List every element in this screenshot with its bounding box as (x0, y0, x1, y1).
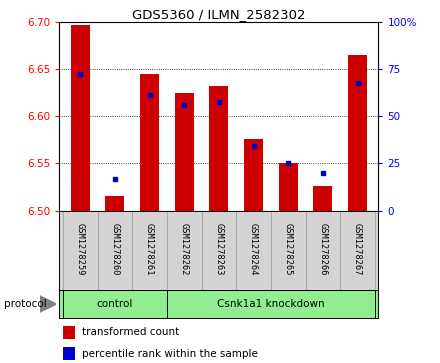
Bar (348, 55, 367, 211)
Bar (209, 86, 228, 211)
Bar (313, 186, 333, 211)
Bar (279, 163, 298, 211)
Bar (236, 211, 271, 290)
Bar (63, 211, 98, 290)
Bar (140, 74, 159, 211)
Text: GSM1278267: GSM1278267 (353, 223, 362, 275)
Bar (98, 211, 132, 290)
Bar (202, 211, 236, 290)
Bar (167, 211, 202, 290)
Bar (244, 139, 263, 211)
Text: GSM1278263: GSM1278263 (214, 223, 224, 275)
Bar (340, 211, 375, 290)
Bar (63, 290, 167, 318)
Text: protocol: protocol (4, 299, 47, 309)
Text: GSM1278262: GSM1278262 (180, 223, 189, 275)
Polygon shape (40, 296, 56, 312)
Text: GSM1278266: GSM1278266 (319, 223, 327, 275)
Bar (175, 93, 194, 211)
Bar (132, 211, 167, 290)
Text: GSM1278264: GSM1278264 (249, 223, 258, 275)
Text: GSM1278265: GSM1278265 (284, 223, 293, 275)
Bar (306, 211, 340, 290)
Bar (105, 196, 125, 211)
Text: percentile rank within the sample: percentile rank within the sample (82, 349, 257, 359)
Text: control: control (97, 299, 133, 309)
Bar (62, 347, 75, 360)
Title: GDS5360 / ILMN_2582302: GDS5360 / ILMN_2582302 (132, 8, 306, 21)
Text: GSM1278261: GSM1278261 (145, 223, 154, 275)
Text: GSM1278259: GSM1278259 (76, 223, 85, 275)
Text: GSM1278260: GSM1278260 (110, 223, 119, 275)
Bar (167, 290, 375, 318)
Text: transformed count: transformed count (82, 327, 179, 337)
Bar (62, 326, 75, 339)
Bar (71, 25, 90, 211)
Bar (271, 211, 306, 290)
Text: Csnk1a1 knockdown: Csnk1a1 knockdown (217, 299, 325, 309)
